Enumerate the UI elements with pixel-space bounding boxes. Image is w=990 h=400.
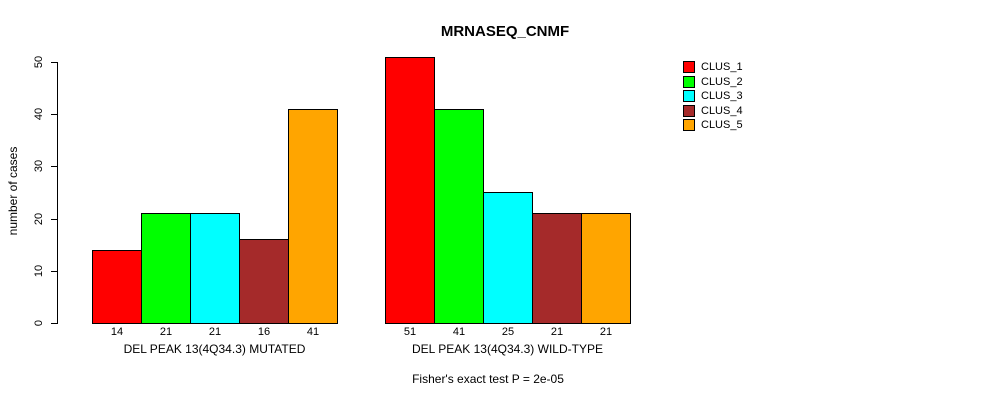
legend-label: CLUS_3	[701, 90, 743, 102]
bar-value-label: 21	[159, 326, 173, 338]
legend-swatch	[683, 90, 695, 102]
y-tick	[51, 323, 57, 324]
footnote: Fisher's exact test P = 2e-05	[412, 372, 564, 386]
y-axis-line	[57, 62, 58, 324]
y-tick	[51, 218, 57, 220]
legend-item: CLUS_3	[683, 90, 743, 102]
bar-value-label: 21	[208, 326, 222, 338]
y-tick	[51, 114, 57, 116]
y-tick	[51, 270, 57, 272]
y-tick	[51, 166, 57, 168]
bar-value-label: 51	[403, 326, 417, 338]
bar-value-label: 16	[257, 326, 271, 338]
bar-clus_3	[483, 192, 533, 324]
y-tick	[51, 62, 57, 63]
bar-clus_3	[190, 213, 240, 324]
bar-clus_5	[581, 213, 631, 324]
y-tick-label: 20	[33, 212, 45, 225]
bar-value-label: 41	[452, 326, 466, 338]
legend-item: CLUS_2	[683, 75, 743, 88]
bar-value-label: 41	[306, 326, 320, 338]
bar-clus_2	[141, 213, 191, 324]
y-tick-label: 0	[33, 319, 45, 327]
legend-swatch	[683, 119, 695, 131]
y-tick-label: 30	[33, 160, 45, 173]
legend-item: CLUS_5	[683, 119, 743, 131]
legend-swatch	[683, 61, 695, 73]
y-tick-label: 10	[33, 264, 45, 277]
y-tick-label: 50	[33, 55, 45, 69]
legend-label: CLUS_5	[701, 119, 743, 131]
group-label: DEL PEAK 13(4Q34.3) WILD-TYPE	[412, 342, 603, 356]
bar-clus_1	[92, 250, 142, 324]
legend: CLUS_1 CLUS_2 CLUS_3 CLUS_4 CLUS_5	[683, 61, 743, 134]
bar-value-label: 21	[550, 326, 564, 338]
bar-value-label: 14	[110, 326, 124, 338]
legend-label: CLUS_4	[701, 104, 743, 117]
y-axis-label: number of cases	[6, 146, 20, 236]
bar-clus_4	[239, 239, 289, 324]
legend-swatch	[683, 75, 695, 88]
chart-title: MRNASEQ_CNMF	[440, 23, 570, 40]
legend-label: CLUS_2	[701, 75, 743, 88]
legend-label: CLUS_1	[701, 61, 743, 73]
bar-value-label: 25	[501, 326, 515, 338]
bar-clus_4	[532, 213, 582, 324]
bar-clus_2	[434, 109, 484, 324]
legend-item: CLUS_4	[683, 104, 743, 117]
bar-clus_5	[288, 109, 338, 324]
group-label: DEL PEAK 13(4Q34.3) MUTATED	[123, 342, 306, 356]
y-tick-label: 40	[33, 108, 45, 121]
bar-value-label: 21	[599, 326, 613, 338]
legend-item: CLUS_1	[683, 61, 743, 73]
legend-swatch	[683, 104, 695, 117]
bar-clus_1	[385, 57, 435, 324]
